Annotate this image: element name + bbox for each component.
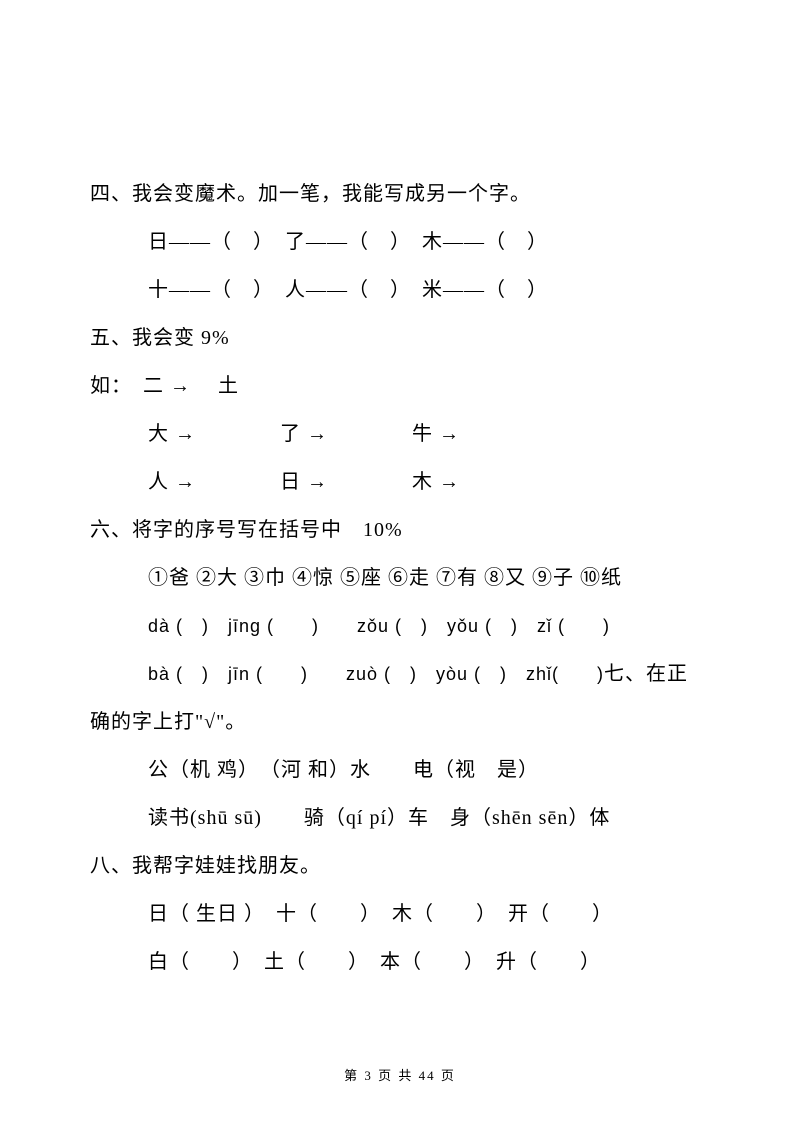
section-4-row-1: 日——（ ） 了——（ ） 木——（ ） <box>90 218 710 266</box>
section-5-example: 如： 二 → 土 <box>90 362 710 410</box>
section-8-row-2: 白（ ） 土（ ） 本（ ） 升（ ） <box>90 938 710 986</box>
page-footer: 第 3 页 共 44 页 <box>0 1065 800 1084</box>
section-8-row-1: 日（ 生日 ） 十（ ） 木（ ） 开（ ） <box>90 890 710 938</box>
pinyin-row-1: dà ( ) jīng ( ) zǒu ( ) yǒu ( ) zǐ ( ) <box>148 616 610 636</box>
section-6-chars: ①爸 ②大 ③巾 ④惊 ⑤座 ⑥走 ⑦有 ⑧又 ⑨子 ⑩纸 <box>90 554 710 602</box>
section-7-inline: 七、在正 <box>604 663 688 685</box>
section-5-row-2: 人 → 日 → 木 → <box>90 458 710 506</box>
section-7-row-2: 读书(shū sū) 骑（qí pí）车 身（shēn sēn）体 <box>90 794 710 842</box>
section-7-row-1: 公（机 鸡） （河 和）水 电（视 是） <box>90 746 710 794</box>
section-6-pinyin-2-row: bà ( ) jīn ( ) zuò ( ) yòu ( ) zhǐ( )七、在… <box>90 650 710 698</box>
section-6-header: 六、将字的序号写在括号中 10% <box>90 506 710 554</box>
section-8-header: 八、我帮字娃娃找朋友。 <box>90 842 710 890</box>
section-7-header-cont: 确的字上打"√"。 <box>90 698 710 746</box>
pinyin-row-2: bà ( ) jīn ( ) zuò ( ) yòu ( ) zhǐ( ) <box>148 664 604 684</box>
section-5-header: 五、我会变 9% <box>90 314 710 362</box>
section-4-header: 四、我会变魔术。加一笔，我能写成另一个字。 <box>90 170 710 218</box>
section-5-row-1: 大 → 了 → 牛 → <box>90 410 710 458</box>
section-4-row-2: 十——（ ） 人——（ ） 米——（ ） <box>90 266 710 314</box>
section-6-pinyin-1: dà ( ) jīng ( ) zǒu ( ) yǒu ( ) zǐ ( ) <box>90 602 710 650</box>
